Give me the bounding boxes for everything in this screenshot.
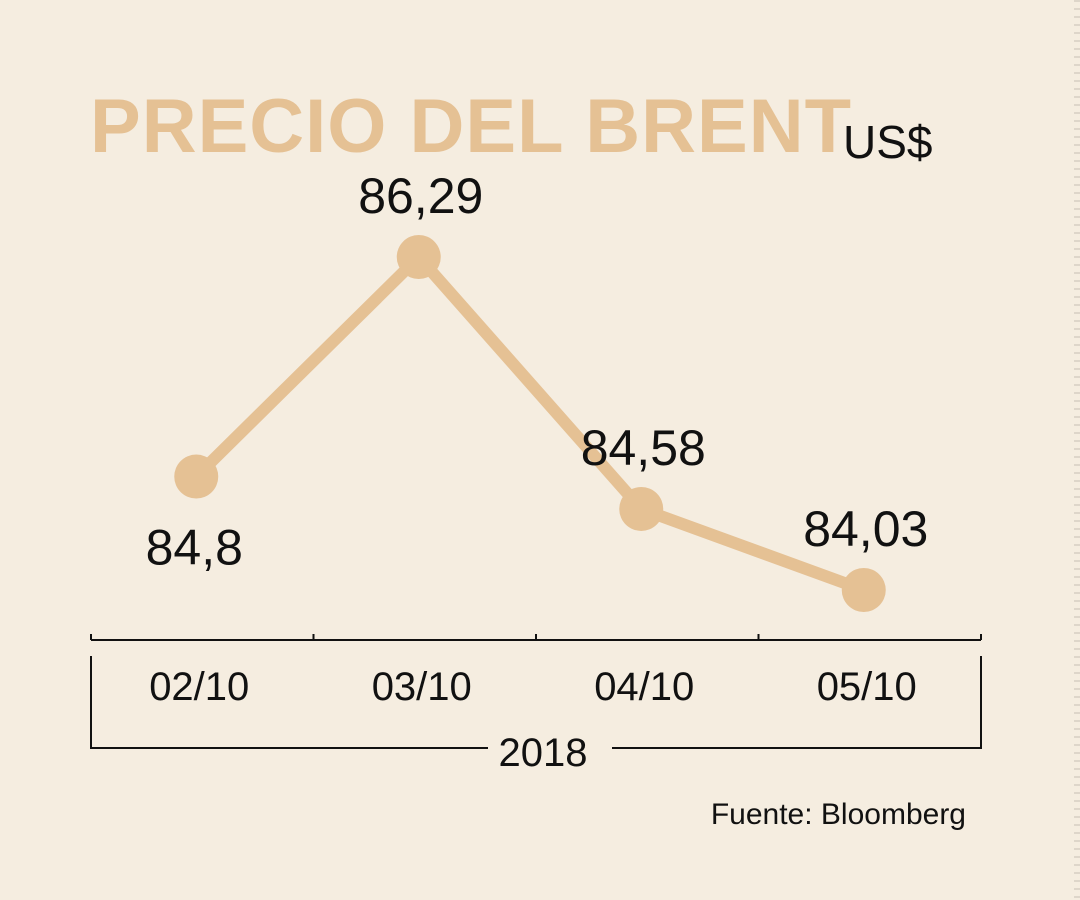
chart-title: PRECIO DEL BRENT (90, 84, 852, 169)
x-tick-label: 04/10 (594, 665, 694, 709)
data-label: 84,03 (803, 501, 928, 557)
data-label: 84,58 (581, 420, 706, 476)
data-point (619, 486, 664, 531)
data-point (174, 454, 219, 499)
decorative-edge (1074, 0, 1080, 900)
data-label: 86,29 (358, 168, 483, 224)
x-tick-labels: 02/10 03/10 04/10 05/10 (149, 665, 917, 709)
x-tick-label: 03/10 (372, 665, 472, 709)
unit-label: US$ (843, 116, 932, 168)
source-note: Fuente: Bloomberg (711, 798, 966, 831)
data-points (174, 235, 886, 612)
data-labels: 84,8 86,29 84,58 84,03 (146, 168, 929, 576)
data-point (396, 235, 441, 279)
year-bracket-right (612, 656, 982, 749)
x-axis (90, 634, 982, 749)
data-label: 84,8 (146, 520, 243, 576)
x-tick-label: 05/10 (817, 665, 917, 709)
series-line (190, 251, 870, 596)
series-line-layer (190, 251, 870, 596)
data-point (841, 568, 886, 612)
x-tick-label: 02/10 (149, 665, 249, 709)
year-label: 2018 (499, 731, 588, 775)
year-bracket-left (90, 656, 488, 749)
